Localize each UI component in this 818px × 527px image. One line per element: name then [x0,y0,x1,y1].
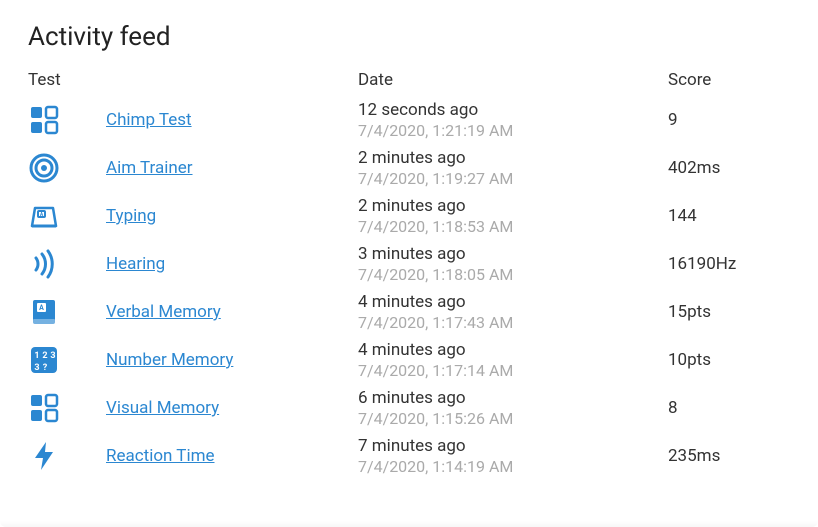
svg-text:A: A [39,304,44,312]
table-row: 1 2 3 3 ? Number Memory4 minutes ago7/4/… [28,336,790,384]
cell-score: 235ms [668,446,790,466]
absolute-time: 7/4/2020, 1:15:26 AM [358,409,668,428]
absolute-time: 7/4/2020, 1:17:43 AM [358,313,668,332]
cell-date: 6 minutes ago7/4/2020, 1:15:26 AM [358,388,668,428]
table-header-row: Test Date Score [28,70,790,90]
table-row: Reaction Time 7 minutes ago7/4/2020, 1:14… [28,432,790,480]
cell-date: 3 minutes ago7/4/2020, 1:18:05 AM [358,244,668,284]
activity-table: Test Date Score Chimp Test 12 seconds ago… [28,70,790,480]
test-link[interactable]: Chimp Test [106,110,192,130]
cell-test: Visual Memory [28,392,358,424]
relative-time: 12 seconds ago [358,100,668,120]
cell-test: Chimp Test [28,104,358,136]
cell-test: 1 2 3 3 ? Number Memory [28,344,358,376]
col-header-date: Date [358,70,668,90]
numbers-icon: 1 2 3 3 ? [28,344,106,376]
table-row: A Typing2 minutes ago7/4/2020, 1:18:53 A… [28,192,790,240]
hearing-icon [28,248,106,280]
cell-score: 15pts [668,302,790,322]
test-link[interactable]: Aim Trainer [106,158,193,178]
squares-icon [28,104,106,136]
typing-icon: A [28,200,106,232]
cell-date: 12 seconds ago7/4/2020, 1:21:19 AM [358,100,668,140]
book-icon: A [28,296,106,328]
cell-test: Hearing [28,248,358,280]
relative-time: 2 minutes ago [358,148,668,168]
test-link[interactable]: Visual Memory [106,398,219,418]
bolt-icon [28,440,106,472]
target-icon [28,152,106,184]
relative-time: 4 minutes ago [358,340,668,360]
table-row: A Verbal Memory4 minutes ago7/4/2020, 1:… [28,288,790,336]
absolute-time: 7/4/2020, 1:14:19 AM [358,457,668,476]
col-header-score: Score [668,70,790,90]
test-link[interactable]: Hearing [106,254,165,274]
cell-test: Aim Trainer [28,152,358,184]
cell-date: 4 minutes ago7/4/2020, 1:17:14 AM [358,340,668,380]
cell-score: 144 [668,206,790,226]
absolute-time: 7/4/2020, 1:21:19 AM [358,121,668,140]
cell-score: 16190Hz [668,254,790,274]
absolute-time: 7/4/2020, 1:18:53 AM [358,217,668,236]
relative-time: 6 minutes ago [358,388,668,408]
table-row: Visual Memory 6 minutes ago7/4/2020, 1:15… [28,384,790,432]
svg-text:2: 2 [42,351,47,361]
relative-time: 2 minutes ago [358,196,668,216]
relative-time: 3 minutes ago [358,244,668,264]
svg-text:3: 3 [34,363,39,373]
table-row: Hearing 3 minutes ago7/4/2020, 1:18:05 AM… [28,240,790,288]
test-link[interactable]: Number Memory [106,350,233,370]
col-header-test: Test [28,70,358,90]
cell-test: Reaction Time [28,440,358,472]
test-link[interactable]: Typing [106,206,156,226]
svg-text:3: 3 [50,351,55,361]
svg-text:?: ? [43,363,48,373]
cell-score: 9 [668,110,790,130]
relative-time: 4 minutes ago [358,292,668,312]
table-row: Chimp Test 12 seconds ago7/4/2020, 1:21:1… [28,96,790,144]
cell-date: 2 minutes ago7/4/2020, 1:18:53 AM [358,196,668,236]
card-shadow [0,521,818,527]
cell-date: 4 minutes ago7/4/2020, 1:17:43 AM [358,292,668,332]
table-row: Aim Trainer 2 minutes ago7/4/2020, 1:19:2… [28,144,790,192]
page-title: Activity feed [28,22,790,52]
svg-text:1: 1 [34,351,39,361]
absolute-time: 7/4/2020, 1:18:05 AM [358,265,668,284]
absolute-time: 7/4/2020, 1:17:14 AM [358,361,668,380]
test-link[interactable]: Verbal Memory [106,302,221,322]
cell-score: 402ms [668,158,790,178]
cell-date: 2 minutes ago7/4/2020, 1:19:27 AM [358,148,668,188]
absolute-time: 7/4/2020, 1:19:27 AM [358,169,668,188]
relative-time: 7 minutes ago [358,436,668,456]
cell-score: 10pts [668,350,790,370]
cell-test: A Typing [28,200,358,232]
squares-icon [28,392,106,424]
test-link[interactable]: Reaction Time [106,446,215,466]
cell-score: 8 [668,398,790,418]
cell-date: 7 minutes ago7/4/2020, 1:14:19 AM [358,436,668,476]
cell-test: A Verbal Memory [28,296,358,328]
activity-feed-card: Activity feed Test Date Score Chimp Test… [0,0,818,527]
